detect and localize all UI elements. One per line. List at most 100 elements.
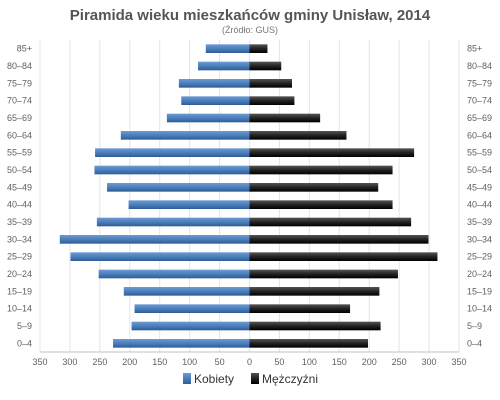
age-label-right: 55–59 [467,148,492,158]
age-label-left: 80–84 [7,61,32,71]
bar-kobiety-9[interactable] [128,200,250,209]
bar-kobiety-2[interactable] [178,79,250,88]
x-tick-label: 200 [362,357,377,367]
age-label-left: 35–39 [7,217,32,227]
age-label-left: 15–19 [7,286,32,296]
bar-kobiety-5[interactable] [120,131,250,140]
bar-mezczyzni-12[interactable] [249,252,438,261]
x-tick-label: 300 [422,357,437,367]
bar-kobiety-7[interactable] [94,165,250,175]
bar-kobiety-14[interactable] [123,287,250,296]
bar-mezczyzni-9[interactable] [249,200,393,209]
bar-mezczyzni-5[interactable] [249,131,347,140]
x-tick-label: 100 [182,357,197,367]
age-label-left: 50–54 [7,165,32,175]
x-tick-label: 200 [122,357,137,367]
x-axis-ticks: 350 300 250 200 150 100 50 0 50 100 150 200 250 300 35… [32,357,466,367]
bar-mezczyzni-0[interactable] [249,44,268,53]
x-tick-label: 350 [451,357,466,367]
bar-mezczyzni-8[interactable] [249,183,379,192]
age-label-left: 55–59 [7,148,32,158]
bar-mezczyzni-17[interactable] [249,339,369,348]
age-label-right: 0–4 [467,338,482,348]
bar-kobiety-10[interactable] [96,217,250,227]
bar-mezczyzni-11[interactable] [249,235,429,244]
bar-mezczyzni-14[interactable] [249,287,380,296]
age-label-right: 70–74 [467,96,492,106]
age-label-left: 25–29 [7,252,32,262]
bar-mezczyzni-2[interactable] [249,79,292,88]
age-label-right: 45–49 [467,182,492,192]
age-label-left: 40–44 [7,200,32,210]
age-label-right: 25–29 [467,252,492,262]
age-label-right: 75–79 [467,78,492,88]
age-label-left: 75–79 [7,78,32,88]
chart-title: Piramida wieku mieszkańców gminy Unisław… [70,7,431,24]
age-label-right: 60–64 [467,130,492,140]
bar-kobiety-1[interactable] [198,61,250,71]
age-label-right: 50–54 [467,165,492,175]
legend: Kobiety Mężczyźni [183,372,318,386]
age-label-right: 30–34 [467,234,492,244]
age-label-right: 20–24 [467,269,492,279]
x-tick-label: 350 [32,357,47,367]
bar-mezczyzni-7[interactable] [249,165,393,175]
age-labels-right: 85+ 80–84 75–79 70–74 65–69 60–64 55–59 50–54 45… [467,44,492,349]
age-label-left: 5–9 [17,321,32,331]
bar-mezczyzni-16[interactable] [249,321,381,331]
age-label-right: 85+ [467,44,482,54]
bar-kobiety-11[interactable] [59,235,250,244]
legend-swatch-kobiety[interactable] [183,373,191,384]
age-label-left: 70–74 [7,96,32,106]
age-label-right: 65–69 [467,113,492,123]
age-label-right: 15–19 [467,286,492,296]
age-label-right: 10–14 [467,304,492,314]
bar-kobiety-16[interactable] [131,321,250,331]
x-tick-label: 250 [92,357,107,367]
bar-kobiety-4[interactable] [166,113,250,123]
bar-mezczyzni-1[interactable] [249,61,282,71]
bar-kobiety-0[interactable] [205,44,250,53]
bar-mezczyzni-3[interactable] [249,96,295,105]
legend-label-mezczyzni[interactable]: Mężczyźni [262,372,318,386]
bar-kobiety-13[interactable] [98,269,250,279]
x-tick-label: 100 [302,357,317,367]
bar-kobiety-12[interactable] [70,252,250,261]
age-label-left: 65–69 [7,113,32,123]
chart-subtitle: (Źródło: GUS) [222,25,278,35]
bar-kobiety-6[interactable] [95,148,250,157]
x-tick-label: 0 [247,357,252,367]
age-label-right: 80–84 [467,61,492,71]
age-label-left: 60–64 [7,130,32,140]
age-labels-left: 85+ 80–84 75–79 70–74 65–69 60–64 55–59 50–54 45… [7,44,32,349]
age-label-left: 45–49 [7,182,32,192]
age-label-left: 10–14 [7,304,32,314]
bar-kobiety-15[interactable] [134,304,250,313]
bar-mezczyzni-10[interactable] [249,217,412,227]
bar-mezczyzni-13[interactable] [249,269,398,279]
age-label-left: 30–34 [7,234,32,244]
bar-kobiety-8[interactable] [107,183,250,192]
age-label-left: 0–4 [17,338,32,348]
age-label-right: 40–44 [467,200,492,210]
bars-group [59,44,438,348]
bar-mezczyzni-4[interactable] [249,113,321,123]
x-tick-label: 50 [274,357,284,367]
age-label-right: 5–9 [467,321,482,331]
age-label-right: 35–39 [467,217,492,227]
bar-kobiety-17[interactable] [113,339,250,348]
legend-label-kobiety[interactable]: Kobiety [194,372,234,386]
legend-swatch-mezczyzni[interactable] [251,373,259,384]
bar-mezczyzni-6[interactable] [249,148,415,157]
x-tick-label: 150 [332,357,347,367]
x-tick-label: 50 [215,357,225,367]
age-label-left: 85+ [17,44,32,54]
bar-kobiety-3[interactable] [181,96,250,105]
bar-mezczyzni-15[interactable] [249,304,351,313]
x-tick-label: 150 [152,357,167,367]
grid-lines [39,40,460,353]
x-tick-label: 250 [392,357,407,367]
age-label-left: 20–24 [7,269,32,279]
x-tick-label: 300 [62,357,77,367]
